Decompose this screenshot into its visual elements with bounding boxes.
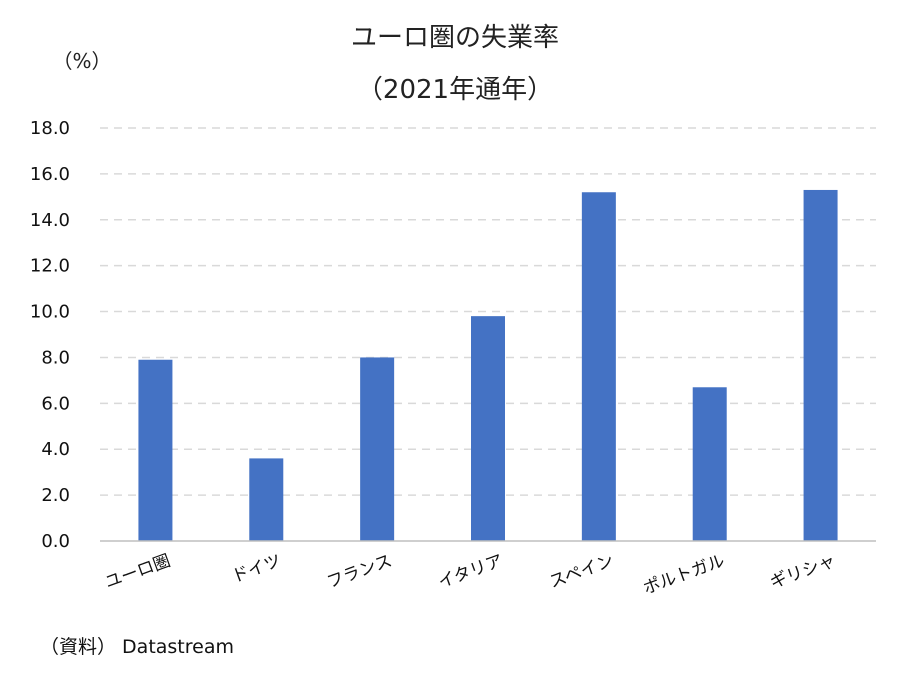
bar: [692, 387, 727, 541]
bars: [138, 189, 838, 541]
y-tick-label: 4.0: [41, 439, 70, 460]
x-category-label: ギリシャ: [768, 551, 839, 593]
y-tick-label: 0.0: [41, 531, 70, 552]
y-tick-label: 8.0: [41, 347, 70, 368]
y-tick-label: 2.0: [41, 485, 70, 506]
bar: [360, 357, 395, 541]
gridlines: [100, 127, 876, 496]
y-tick-label: 6.0: [41, 393, 70, 414]
x-category-label: ポルトガル: [641, 551, 728, 599]
x-axis-categories: ユーロ圏 ドイツ フランス イタリア スペイン ポルトガル ギリシャ: [102, 551, 838, 599]
y-axis-unit-label: （%）: [52, 49, 111, 73]
bar: [803, 189, 838, 541]
y-tick-label: 12.0: [30, 256, 70, 277]
x-category-label: ドイツ: [229, 551, 284, 587]
chart-title: ユーロ圏の失業率: [351, 23, 559, 53]
x-category-label: ユーロ圏: [102, 551, 173, 593]
y-tick-label: 14.0: [30, 210, 70, 231]
x-category-label: イタリア: [436, 551, 506, 593]
bar: [581, 192, 616, 541]
y-tick-label: 16.0: [30, 164, 70, 185]
y-tick-label: 18.0: [30, 118, 70, 139]
bar: [471, 316, 505, 541]
x-category-label: フランス: [324, 551, 394, 593]
chart-subtitle: （2021年通年）: [357, 75, 553, 105]
source-note: （資料） Datastream: [40, 636, 234, 658]
bar: [249, 458, 284, 541]
bar: [138, 359, 173, 541]
y-axis-ticks: 0.0 2.0 4.0 6.0 8.0 10.0 12.0 14.0 16.0 18.0: [30, 118, 70, 552]
x-category-label: スペイン: [547, 551, 617, 593]
y-tick-label: 10.0: [30, 302, 70, 323]
